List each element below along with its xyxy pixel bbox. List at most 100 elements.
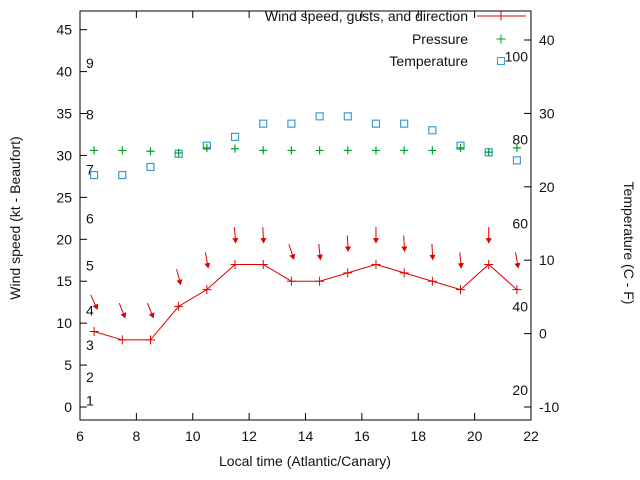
wind-legend-marker-icon	[496, 11, 506, 21]
gust-arrow-head	[120, 312, 127, 319]
wind-point	[202, 285, 212, 295]
gust-direction-arrow-icon	[485, 227, 492, 244]
pressure-point	[371, 146, 380, 155]
beaufort-scale-label: 4	[86, 303, 94, 319]
gust-arrow-shaft	[318, 243, 321, 256]
y-left-tick-label: 30	[56, 147, 72, 163]
temperature-point	[259, 119, 268, 128]
y-right-axis-title: Temperature (C - F)	[621, 182, 637, 305]
gust-direction-arrow-icon	[429, 243, 436, 261]
x-tick-label: 8	[132, 428, 140, 444]
x-tick-label: 18	[410, 428, 426, 444]
pressure-point	[118, 146, 127, 155]
pressure-point	[315, 146, 324, 155]
pressure-legend-marker-icon	[496, 34, 506, 44]
gust-arrow-head	[260, 237, 267, 244]
wind-point	[117, 335, 127, 345]
gust-direction-arrow-icon	[176, 269, 183, 286]
legend-temperature-label: Temperature	[389, 53, 468, 69]
y-left-tick-label: 40	[56, 64, 72, 80]
temperature-point	[146, 162, 155, 172]
pressure-point	[400, 146, 409, 155]
gust-arrow-head	[148, 312, 155, 319]
legend: Wind speed, gusts, and direction Pressur…	[265, 8, 526, 69]
pressure-point	[484, 148, 493, 157]
y-right-tick-label: 20	[539, 179, 555, 195]
y-left-axis-title: Wind speed (kt - Beaufort)	[7, 136, 23, 299]
pressure-point	[146, 147, 155, 156]
pressure-point	[174, 148, 183, 157]
gust-arrow-head	[92, 303, 99, 310]
pressure-point	[512, 143, 521, 152]
wind-point	[484, 259, 494, 269]
beaufort-scale-label: 7	[86, 162, 94, 178]
pressure-point	[456, 143, 465, 152]
y-right-tick-label: 0	[539, 326, 547, 342]
gust-arrow-head	[344, 246, 351, 252]
wind-point	[315, 276, 325, 286]
temperature-point	[315, 112, 324, 121]
gust-arrow-head	[514, 262, 521, 269]
temperature-point	[371, 119, 381, 128]
wind-speed-line	[93, 263, 518, 341]
beaufort-scale-label: 5	[86, 257, 94, 273]
x-tick-label: 14	[298, 428, 314, 444]
wind-point	[399, 268, 409, 278]
gust-direction-arrow-icon	[401, 235, 408, 252]
pressure-point	[202, 143, 211, 152]
gust-arrow-shaft	[288, 244, 294, 256]
gust-arrow-head	[457, 262, 464, 269]
x-tick-label: 16	[354, 428, 370, 444]
y-left-tick-label: 45	[56, 22, 72, 38]
x-tick-label: 20	[467, 428, 483, 444]
gust-arrow-head	[316, 254, 323, 261]
wind-point	[286, 276, 296, 286]
gust-direction-arrow-icon	[118, 302, 127, 319]
y-left-tick-label: 15	[56, 273, 72, 289]
pressure-point	[428, 146, 437, 155]
gust-arrow-shaft	[176, 269, 181, 282]
inner-right-scale-label: 80	[512, 132, 528, 148]
gust-arrow-shaft	[118, 302, 125, 315]
beaufort-scale-label: 9	[86, 55, 94, 71]
gust-arrow-shaft	[233, 227, 236, 240]
gust-arrow-head	[372, 238, 379, 244]
y-left-tick-label: 10	[56, 315, 72, 331]
pressure-point	[90, 146, 99, 155]
gust-arrow-shaft	[459, 252, 462, 265]
gust-arrow-head	[485, 238, 492, 244]
wind-point	[174, 301, 184, 311]
y-left-tick-label: 0	[64, 399, 72, 415]
temperature-point	[89, 170, 99, 180]
temperature-point	[428, 126, 437, 135]
temperature-point	[230, 132, 240, 141]
gust-direction-arrow-icon	[232, 227, 239, 244]
legend-wind-label: Wind speed, gusts, and direction	[265, 8, 468, 24]
temperature-point	[400, 119, 409, 128]
gust-arrow-head	[232, 237, 239, 244]
gust-arrow-shaft	[346, 235, 349, 248]
plot-area: 6 8 10 12 14 16 18 20 22051015202530354045-10010…	[56, 10, 559, 444]
gust-arrow-shaft	[431, 243, 434, 256]
gust-arrow-shaft	[90, 294, 97, 307]
x-tick-label: 22	[523, 428, 539, 444]
y-right-tick-label: 10	[539, 252, 555, 268]
wind-point	[145, 335, 155, 345]
beaufort-scale-label: 2	[86, 369, 94, 385]
x-tick-label: 12	[241, 428, 257, 444]
wind-point	[456, 285, 466, 295]
x-axis-title: Local time (Atlantic/Canary)	[219, 453, 391, 469]
x-tick-label: 6	[76, 428, 84, 444]
temperature-point	[118, 170, 127, 180]
gust-direction-arrow-icon	[288, 244, 296, 260]
inner-right-scale-label: 40	[512, 298, 528, 314]
x-tick-label: 10	[185, 428, 201, 444]
gust-direction-arrow-icon	[204, 252, 211, 269]
beaufort-scale-label: 8	[86, 106, 94, 122]
wind-point	[230, 259, 240, 269]
pressure-point	[343, 146, 352, 155]
temperature-point	[512, 156, 522, 165]
temperature-point	[287, 119, 296, 128]
y-left-tick-label: 20	[56, 231, 72, 247]
